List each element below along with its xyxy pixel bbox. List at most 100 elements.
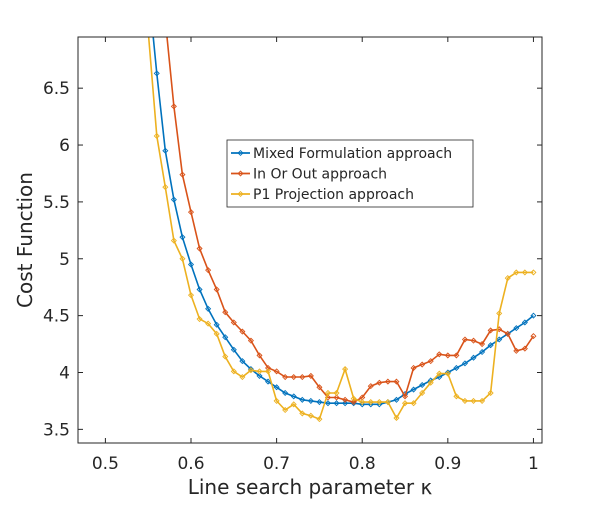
data-point bbox=[444, 352, 451, 359]
data-point bbox=[393, 396, 400, 403]
data-point bbox=[256, 352, 263, 359]
data-point bbox=[179, 234, 186, 241]
data-point bbox=[393, 378, 400, 385]
legend-marker bbox=[237, 190, 244, 198]
y-tick-label: 6.5 bbox=[43, 79, 70, 99]
data-point bbox=[436, 351, 443, 358]
data-point bbox=[342, 366, 349, 373]
data-point bbox=[479, 348, 486, 356]
legend-box bbox=[226, 139, 474, 208]
data-point bbox=[247, 337, 254, 344]
data-point bbox=[179, 255, 186, 262]
data-point bbox=[513, 347, 520, 354]
data-point bbox=[453, 352, 460, 359]
data-point bbox=[419, 361, 426, 368]
x-tick-label: 0.8 bbox=[349, 454, 376, 474]
data-point bbox=[239, 358, 246, 365]
y-tick-label: 5.5 bbox=[43, 193, 70, 213]
data-point bbox=[530, 269, 537, 276]
data-point bbox=[513, 269, 520, 276]
series-in-or-out-approach bbox=[163, 18, 537, 406]
plot-area bbox=[78, 37, 542, 443]
data-point bbox=[162, 147, 169, 154]
data-point bbox=[384, 378, 391, 385]
data-point bbox=[376, 379, 383, 386]
data-point bbox=[487, 389, 494, 396]
data-point bbox=[316, 416, 323, 423]
data-point bbox=[359, 401, 366, 408]
data-point bbox=[153, 70, 160, 77]
data-point bbox=[342, 396, 349, 403]
data-point bbox=[247, 367, 254, 374]
data-point bbox=[222, 353, 229, 360]
y-tick-label: 4 bbox=[59, 363, 70, 383]
data-point bbox=[410, 400, 417, 407]
data-point bbox=[290, 401, 297, 408]
data-point bbox=[419, 381, 426, 389]
legend-label: In Or Out approach bbox=[253, 167, 387, 183]
data-point bbox=[170, 103, 177, 110]
data-point bbox=[316, 399, 323, 406]
data-point bbox=[163, 18, 168, 23]
data-point bbox=[196, 286, 203, 293]
data-point bbox=[307, 412, 314, 419]
data-point bbox=[504, 275, 511, 282]
data-point bbox=[333, 394, 340, 401]
data-point bbox=[265, 368, 272, 375]
data-point bbox=[273, 368, 280, 375]
data-point bbox=[410, 364, 417, 371]
y-tick-label: 3.5 bbox=[43, 420, 70, 440]
data-point bbox=[521, 269, 528, 276]
data-point bbox=[222, 334, 229, 341]
data-point bbox=[256, 372, 263, 379]
data-point bbox=[461, 397, 468, 404]
data-point bbox=[170, 237, 177, 244]
data-point bbox=[367, 401, 374, 408]
data-point bbox=[487, 342, 494, 349]
data-point bbox=[290, 374, 297, 381]
data-point bbox=[146, 29, 151, 34]
series-line bbox=[166, 37, 535, 403]
data-point bbox=[521, 345, 528, 352]
data-point bbox=[205, 305, 212, 312]
data-point bbox=[247, 366, 254, 373]
legend-marker bbox=[237, 149, 244, 157]
y-axis-label: Cost Function bbox=[13, 172, 37, 308]
data-point bbox=[479, 341, 486, 348]
data-point bbox=[316, 384, 323, 391]
series-mixed-formulation-approach bbox=[152, 37, 537, 408]
data-point bbox=[496, 310, 503, 317]
data-point bbox=[256, 368, 263, 375]
data-point bbox=[299, 374, 306, 381]
data-point bbox=[162, 184, 169, 191]
x-tick-label: 0.5 bbox=[92, 454, 119, 474]
data-point bbox=[282, 374, 289, 381]
data-point bbox=[333, 389, 340, 396]
data-point bbox=[376, 401, 383, 408]
data-point bbox=[153, 132, 160, 139]
legend-label: Mixed Formulation approach bbox=[253, 146, 452, 162]
data-point bbox=[461, 360, 468, 367]
data-point bbox=[384, 399, 391, 406]
data-point bbox=[521, 319, 528, 326]
data-point bbox=[367, 399, 374, 406]
data-point bbox=[427, 379, 434, 386]
data-point bbox=[230, 346, 237, 353]
data-point bbox=[170, 196, 177, 203]
data-point bbox=[419, 389, 426, 396]
data-point bbox=[299, 396, 306, 403]
data-point bbox=[324, 389, 332, 396]
data-point bbox=[461, 336, 468, 343]
data-point bbox=[179, 171, 186, 178]
data-point bbox=[230, 319, 237, 326]
data-point bbox=[265, 378, 272, 385]
data-point bbox=[470, 337, 477, 344]
y-tick-label: 6 bbox=[59, 136, 70, 156]
data-point bbox=[187, 261, 195, 268]
x-tick-label: 0.7 bbox=[263, 454, 290, 474]
data-point bbox=[410, 386, 417, 393]
data-point bbox=[273, 397, 280, 404]
data-point bbox=[342, 400, 349, 407]
x-tick-label: 0.9 bbox=[434, 454, 461, 474]
